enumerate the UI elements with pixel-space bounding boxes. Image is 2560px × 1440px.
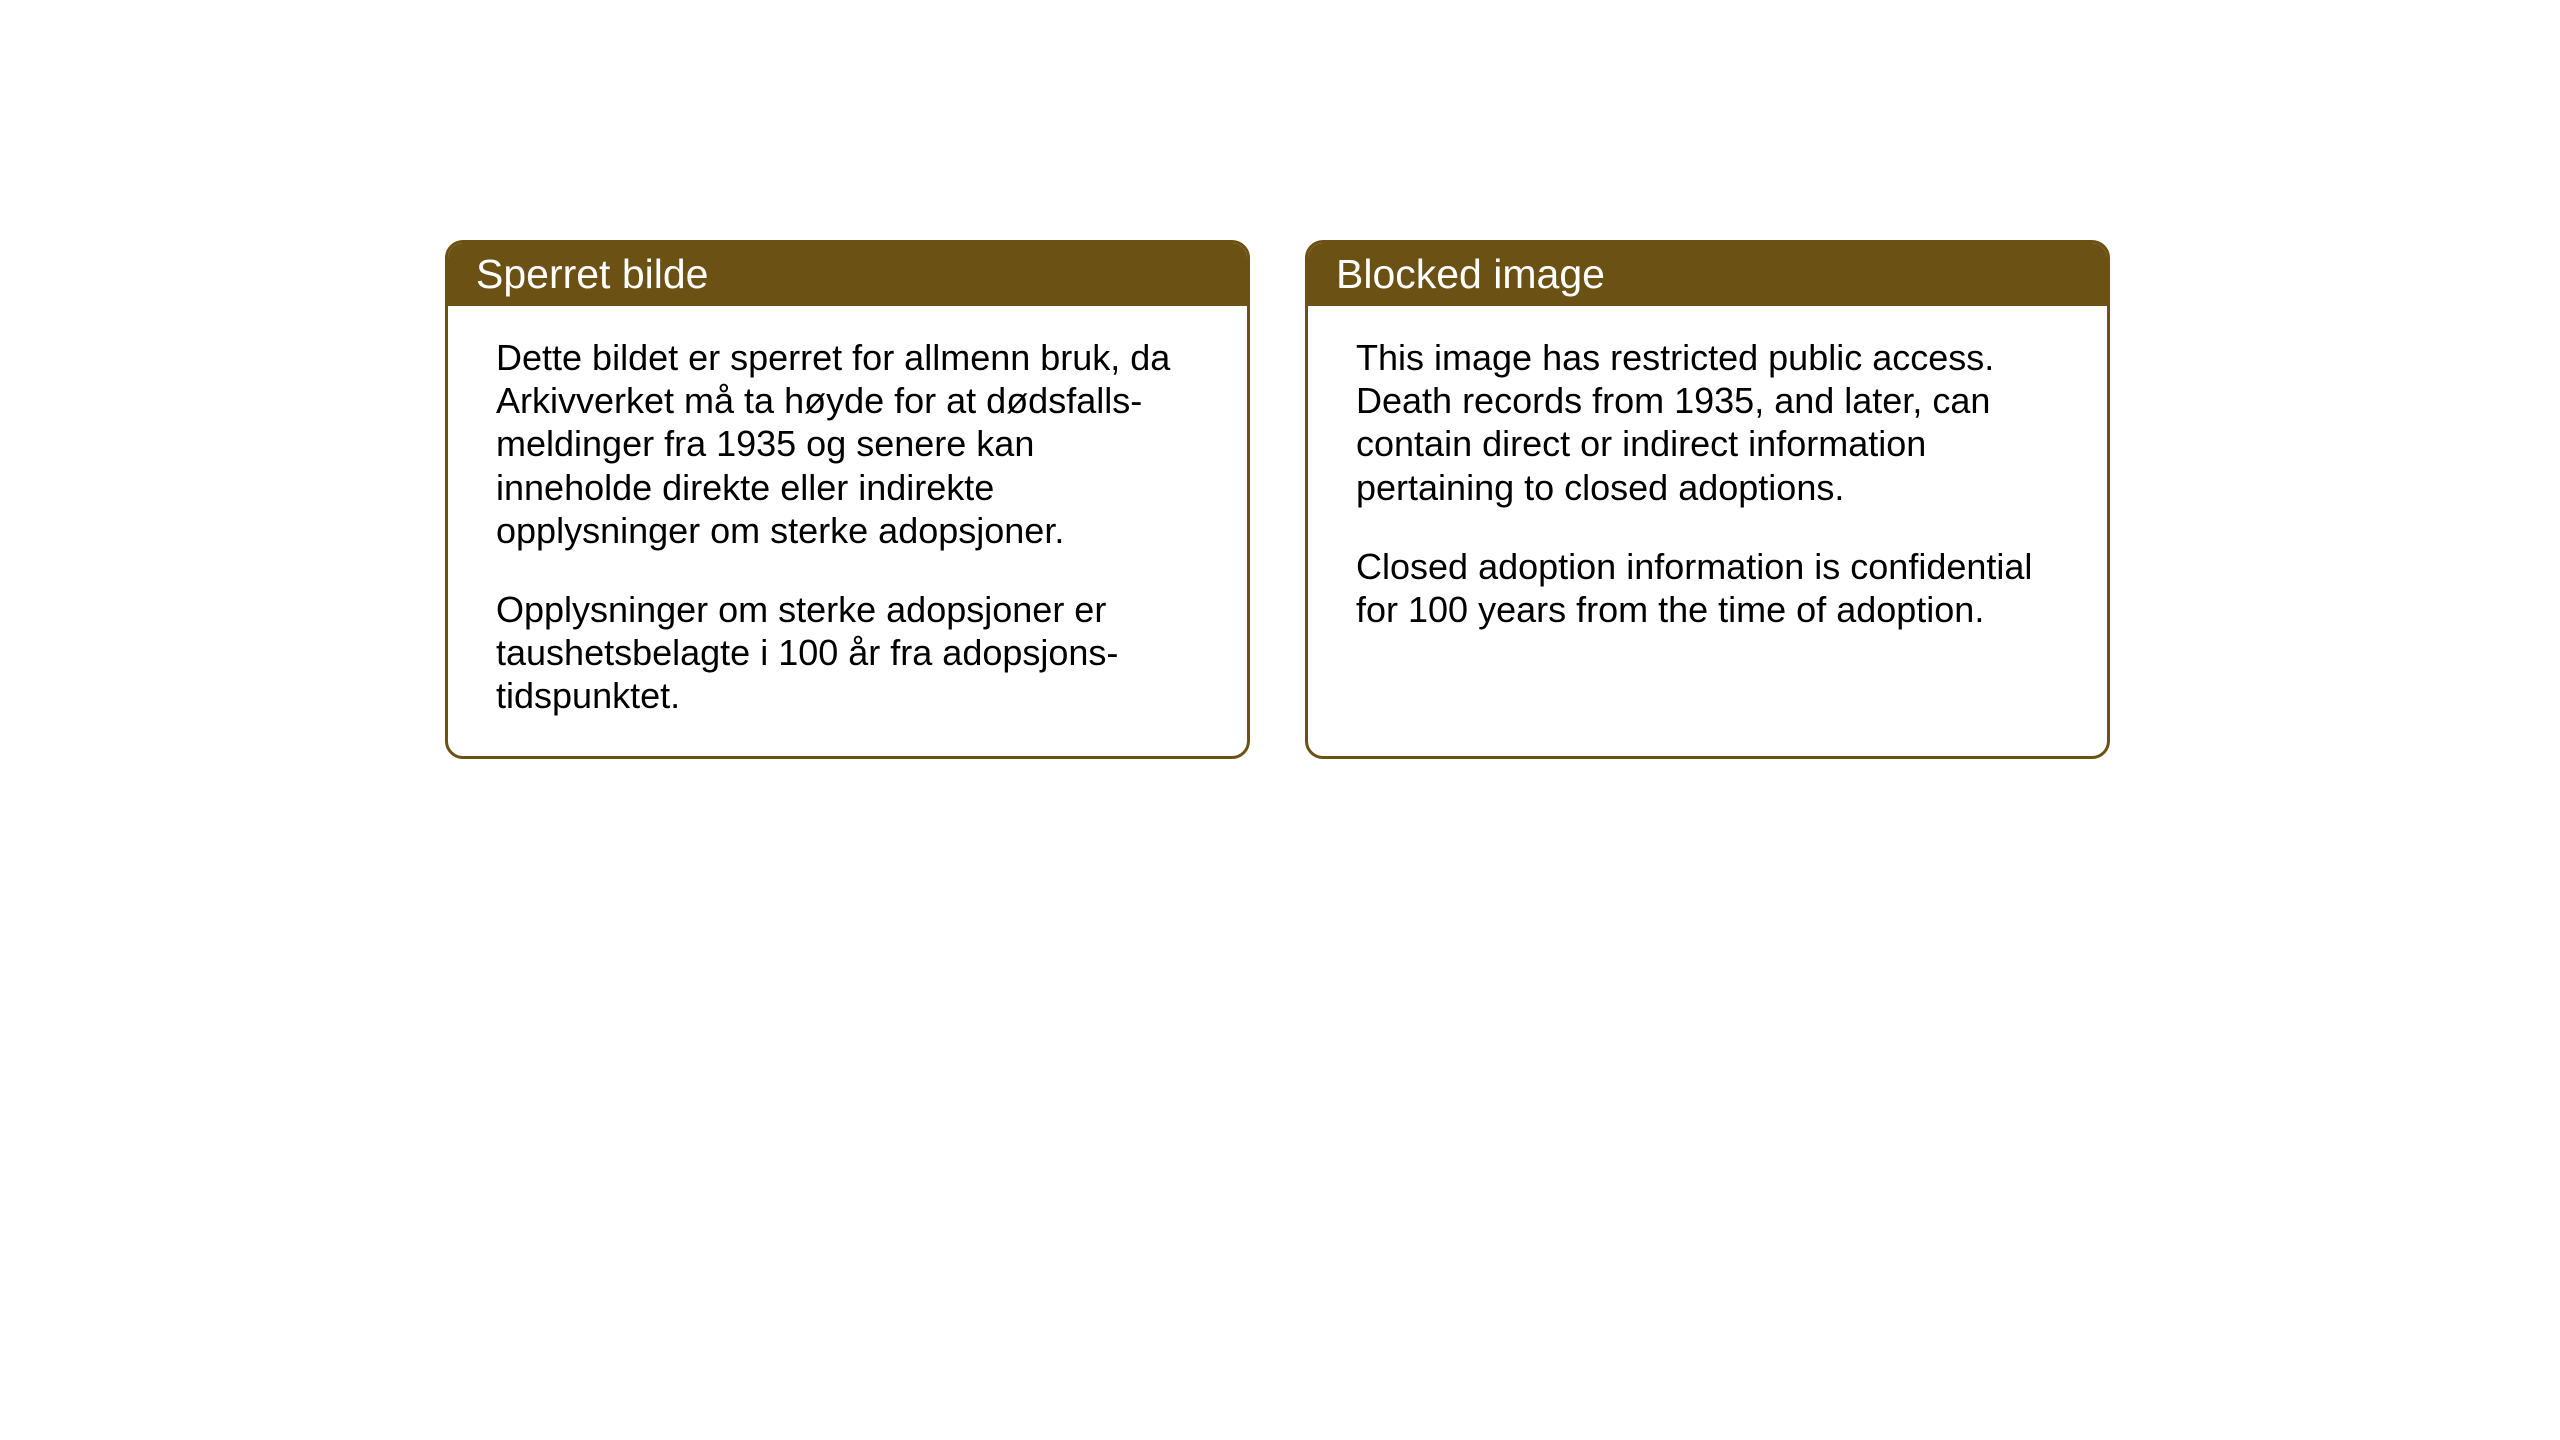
panel-english: Blocked image This image has restricted … (1305, 240, 2110, 759)
panels-container: Sperret bilde Dette bildet er sperret fo… (445, 240, 2110, 759)
panel-title-norwegian: Sperret bilde (476, 251, 708, 297)
panel-title-english: Blocked image (1336, 251, 1605, 297)
panel-header-norwegian: Sperret bilde (448, 243, 1247, 306)
paragraph-english-1: This image has restricted public access.… (1356, 336, 2059, 509)
paragraph-norwegian-1: Dette bildet er sperret for allmenn bruk… (496, 336, 1199, 552)
panel-body-english: This image has restricted public access.… (1308, 306, 2107, 746)
panel-body-norwegian: Dette bildet er sperret for allmenn bruk… (448, 306, 1247, 756)
paragraph-norwegian-2: Opplysninger om sterke adopsjoner er tau… (496, 588, 1199, 718)
panel-header-english: Blocked image (1308, 243, 2107, 306)
panel-norwegian: Sperret bilde Dette bildet er sperret fo… (445, 240, 1250, 759)
paragraph-english-2: Closed adoption information is confident… (1356, 545, 2059, 631)
